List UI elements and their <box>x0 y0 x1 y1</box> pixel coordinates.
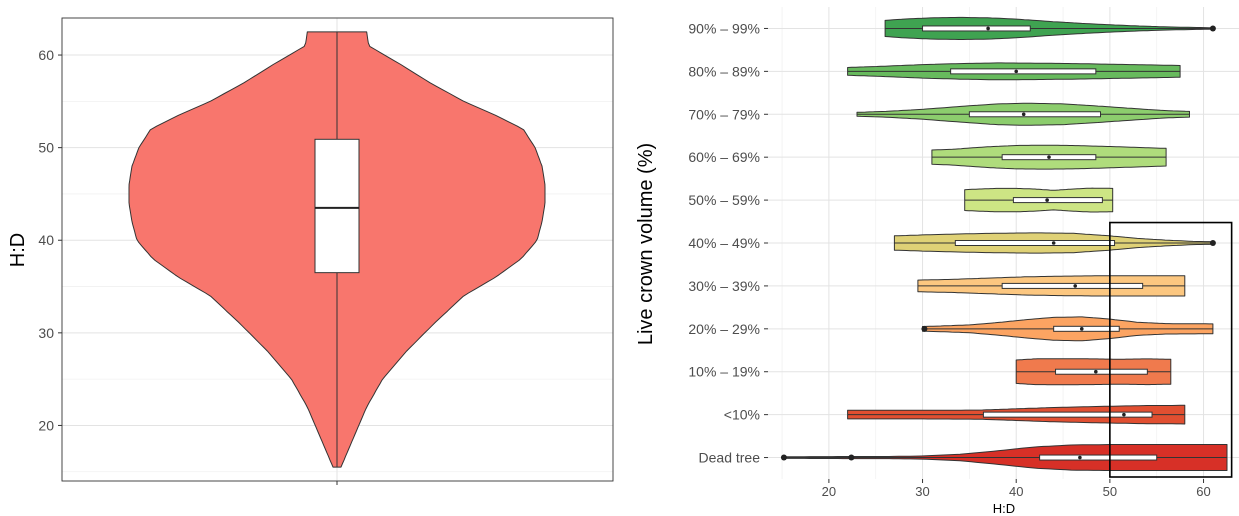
median-point <box>1079 327 1084 331</box>
violin-10 <box>847 404 1186 425</box>
outlier-point <box>1209 240 1216 246</box>
left-panel: 20 30 40 50 60 H:D <box>7 17 614 485</box>
median-point <box>1021 112 1026 117</box>
box-iqr <box>314 138 360 274</box>
y-tick-label: Dead tree <box>699 450 761 466</box>
x-tick-label: 30 <box>915 484 929 499</box>
y-tick-label: 20% – 29% <box>688 321 760 337</box>
y-tick-label: 30% – 39% <box>688 278 760 294</box>
highlight-box-layer <box>1109 221 1233 478</box>
left-violin-layer <box>128 31 546 468</box>
violin-50-59 <box>964 187 1114 213</box>
y-tick-label: 40% – 49% <box>688 235 760 251</box>
box-iqr <box>1055 368 1148 375</box>
outlier-point <box>780 454 787 461</box>
left-y-axis: 20 30 40 50 60 <box>38 47 62 433</box>
outlier-point <box>848 454 855 461</box>
left-y-axis-title: H:D <box>7 233 29 267</box>
median-point <box>1051 241 1056 245</box>
box-iqr <box>1039 454 1158 461</box>
y-tick-label: 90% – 99% <box>688 20 760 36</box>
violin-30-39 <box>917 275 1186 297</box>
violin-90-99 <box>884 16 1216 40</box>
y-tick-label: 10% – 19% <box>688 364 760 380</box>
y-tick-label: 20 <box>38 417 54 433</box>
median-point <box>1122 412 1126 417</box>
y-tick-label: 30 <box>38 325 54 341</box>
median-point <box>1014 69 1019 74</box>
box-iqr <box>954 240 1116 246</box>
highlight-rectangle <box>1109 221 1233 478</box>
median-point <box>1078 455 1082 460</box>
violin-40-49 <box>893 232 1216 254</box>
median-point <box>1073 284 1078 288</box>
box-iqr <box>1012 197 1103 204</box>
x-tick-label: 40 <box>1009 484 1023 499</box>
y-tick-label: 70% – 79% <box>688 106 760 122</box>
median-point <box>1045 198 1049 202</box>
violin-80-89 <box>847 62 1181 81</box>
y-tick-label: 60% – 69% <box>688 149 760 165</box>
box-iqr <box>922 25 1031 32</box>
box-iqr <box>950 68 1097 75</box>
x-tick-label: 50 <box>1103 484 1117 499</box>
right-y-axis-title: Live crown volume (%) <box>635 143 657 345</box>
y-tick-label: 60 <box>38 47 54 63</box>
y-tick-label: 40 <box>38 232 54 248</box>
box-iqr <box>982 411 1153 418</box>
y-tick-label: 50 <box>38 140 54 156</box>
right-panel: Dead tree <10% 10% – 19% 20% – 29% 30% – 39%… <box>635 7 1239 516</box>
violin-dead-tree <box>780 444 1228 471</box>
violin-70-79 <box>856 102 1190 126</box>
violin-20-29 <box>921 316 1214 342</box>
box-iqr <box>1053 325 1120 332</box>
x-tick-label: 60 <box>1196 484 1210 499</box>
x-tick-label: 20 <box>822 484 836 499</box>
right-violin-layer <box>780 16 1228 471</box>
outlier-point <box>1209 25 1216 32</box>
box-iqr <box>1001 282 1144 289</box>
right-x-axis: 20 30 40 50 60 <box>822 479 1211 499</box>
y-tick-label: 50% – 59% <box>688 192 760 208</box>
violin-10-19 <box>1015 358 1172 386</box>
box-iqr <box>968 111 1102 118</box>
y-tick-label: 80% – 89% <box>688 63 760 79</box>
median-point <box>1047 155 1051 159</box>
y-tick-label: <10% <box>724 407 760 423</box>
right-x-axis-title: H:D <box>993 501 1015 516</box>
right-y-axis: Dead tree <10% 10% – 19% 20% – 29% 30% – 39%… <box>688 20 768 466</box>
median-point <box>1094 369 1098 374</box>
violin-60-69 <box>931 144 1167 170</box>
outlier-point <box>921 325 928 332</box>
median-point <box>986 26 990 31</box>
